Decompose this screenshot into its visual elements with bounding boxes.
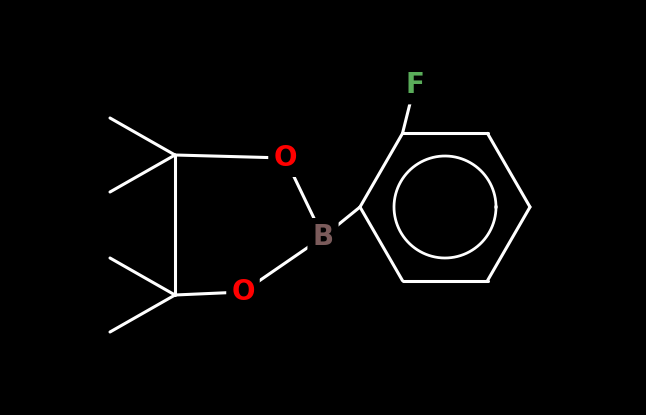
Text: O: O <box>231 278 255 306</box>
Text: B: B <box>313 223 333 251</box>
Text: O: O <box>273 144 297 172</box>
Text: F: F <box>405 71 424 99</box>
